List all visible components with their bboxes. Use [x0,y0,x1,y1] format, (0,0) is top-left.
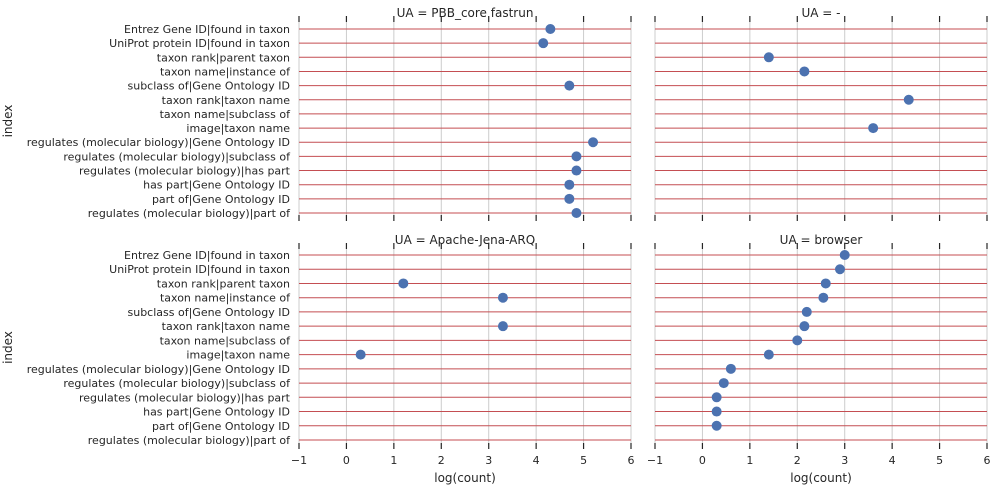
category-label: regulates (molecular biology)|part of [88,207,291,220]
category-label: part of|Gene Ontology ID [152,193,290,206]
x-tick-label: −1 [647,454,663,467]
category-label: taxon rank|parent taxon [157,51,290,64]
category-label: regulates (molecular biology)|has part [79,391,291,404]
x-tick-label: −1 [291,454,307,467]
data-point [801,306,812,317]
data-point [571,165,582,176]
category-label: Entrez Gene ID|found in taxon [124,23,290,36]
category-label: taxon name|instance of [160,65,291,78]
x-tick-label: 3 [841,454,848,467]
data-point [355,349,366,360]
category-label: has part|Gene Ontology ID [143,179,290,192]
category-label: UniProt protein ID|found in taxon [109,37,290,50]
data-point [711,406,722,417]
data-point [718,378,729,389]
panel-2: UA = - [654,6,988,221]
data-point [763,52,774,63]
data-point [571,208,582,218]
data-point [564,80,575,91]
data-point [497,321,508,332]
data-point [763,349,774,360]
panel-title: UA = browser [780,233,863,247]
data-point [799,321,810,332]
x-axis-label: log(count) [790,471,852,485]
category-label: taxon rank|taxon name [162,94,291,107]
category-label: has part|Gene Ontology ID [143,406,290,419]
category-label: image|taxon name [186,122,290,135]
data-point [839,250,850,260]
x-tick-label: 6 [984,454,991,467]
x-tick-label: 3 [485,454,492,467]
category-label: taxon rank|parent taxon [157,277,290,290]
category-label: part of|Gene Ontology ID [152,420,290,433]
data-point [820,278,831,289]
data-point [588,137,599,148]
x-tick-label: 1 [390,454,397,467]
x-tick-label: 1 [746,454,753,467]
category-label: regulates (molecular biology)|subclass o… [63,377,291,390]
data-point [818,292,829,303]
data-point [903,94,914,105]
data-point [564,179,575,190]
category-label: UniProt protein ID|found in taxon [109,263,290,276]
category-label: image|taxon name [186,349,290,362]
x-tick-label: 4 [889,454,896,467]
data-point [711,392,722,403]
y-axis-label: index [1,105,15,138]
data-point [497,292,508,303]
data-point [799,66,810,77]
data-point [725,363,736,374]
category-label: taxon rank|taxon name [162,320,291,333]
y-axis-label: index [1,331,15,364]
data-point [571,151,582,162]
data-point [564,193,575,204]
category-label: regulates (molecular biology)|has part [79,165,291,178]
category-label: regulates (molecular biology)|part of [88,434,291,447]
category-label: regulates (molecular biology)|subclass o… [63,150,291,163]
panel-title: UA = - [801,6,840,20]
x-axis-label: log(count) [434,471,496,485]
data-point [834,264,845,275]
x-tick-label: 5 [936,454,943,467]
category-label: Entrez Gene ID|found in taxon [124,249,290,262]
data-point [545,24,556,34]
data-point [868,123,879,134]
x-tick-label: 4 [533,454,540,467]
category-label: taxon name|instance of [160,292,291,305]
data-point [711,420,722,431]
data-point [792,335,803,346]
category-label: regulates (molecular biology)|Gene Ontol… [27,136,290,149]
x-tick-label: 0 [343,454,350,467]
category-label: subclass of|Gene Ontology ID [128,306,291,319]
category-label: regulates (molecular biology)|Gene Ontol… [27,363,290,376]
data-point [538,38,549,49]
category-label: subclass of|Gene Ontology ID [128,80,291,93]
panel-title: UA = PBB_core fastrun [397,6,534,20]
category-label: taxon name|subclass of [160,334,292,347]
panel-3: −1 0 1 2 3 4 5 6 log(count) Entrez Gene ID|found … [1,233,635,485]
category-label: taxon name|subclass of [160,108,292,121]
x-tick-label: 2 [794,454,801,467]
data-point [398,278,409,289]
x-tick-label: 2 [438,454,445,467]
x-tick-label: 6 [628,454,635,467]
panel-title: UA = Apache-Jena-ARQ [395,233,535,247]
x-tick-label: 5 [580,454,587,467]
panel-4: −1 0 1 2 3 4 5 6 log(count) UA = browser [647,233,991,485]
x-tick-label: 0 [699,454,706,467]
